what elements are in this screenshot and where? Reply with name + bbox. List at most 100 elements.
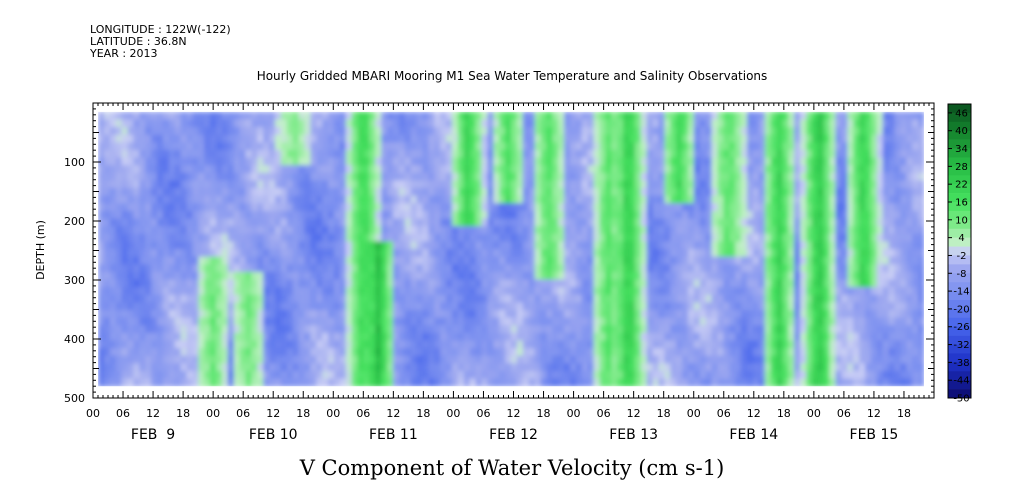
- field-cell: [422, 348, 429, 357]
- field-cell: [275, 249, 282, 258]
- field-cell: [210, 195, 217, 204]
- field-cell: [257, 325, 264, 334]
- field-cell: [310, 294, 317, 303]
- field-cell: [735, 233, 742, 242]
- field-cell: [452, 264, 459, 273]
- field-cell: [888, 370, 896, 380]
- field-cell: [835, 264, 842, 273]
- field-cell: [528, 317, 536, 326]
- field-cell: [198, 119, 205, 128]
- field-cell: [133, 233, 140, 242]
- field-cell: [611, 264, 618, 273]
- field-cell: [493, 363, 500, 372]
- field-cell: [109, 142, 117, 151]
- field-cell: [823, 256, 831, 265]
- field-cell: [393, 348, 400, 357]
- field-cell: [811, 249, 819, 258]
- field-cell: [764, 317, 772, 326]
- field-cell: [634, 340, 642, 349]
- field-cell: [227, 363, 235, 372]
- field-cell: [180, 188, 188, 197]
- field-cell: [841, 195, 848, 204]
- field-cell: [393, 203, 400, 212]
- field-cell: [322, 188, 329, 197]
- field-cell: [446, 325, 453, 334]
- field-cell: [168, 363, 176, 372]
- field-cell: [269, 165, 276, 174]
- field-cell: [664, 149, 671, 159]
- field-cell: [133, 210, 140, 220]
- field-cell: [216, 378, 223, 387]
- field-cell: [546, 348, 553, 357]
- field-cell: [570, 348, 577, 357]
- field-cell: [109, 218, 117, 227]
- field-cell: [729, 332, 736, 342]
- field-cell: [735, 332, 742, 342]
- field-cell: [404, 294, 412, 303]
- field-cell: [900, 363, 907, 372]
- field-cell: [499, 241, 506, 250]
- field-cell: [587, 142, 595, 151]
- field-cell: [216, 233, 223, 242]
- field-cell: [257, 249, 264, 258]
- field-cell: [682, 119, 689, 128]
- field-cell: [534, 370, 542, 380]
- field-cell: [540, 249, 547, 258]
- field-cell: [263, 157, 270, 166]
- field-cell: [121, 271, 129, 281]
- field-cell: [788, 241, 795, 250]
- field-cell: [528, 218, 536, 227]
- field-cell: [546, 119, 553, 128]
- field-cell: [564, 249, 571, 258]
- field-cell: [770, 294, 778, 303]
- field-cell: [511, 218, 518, 227]
- field-cell: [221, 210, 229, 220]
- field-cell: [782, 370, 789, 380]
- field-cell: [251, 271, 258, 281]
- field-cell: [198, 256, 205, 265]
- field-cell: [658, 271, 665, 281]
- field-cell: [263, 134, 270, 143]
- field-cell: [109, 249, 117, 258]
- field-cell: [552, 180, 559, 189]
- field-cell: [735, 249, 742, 258]
- field-cell: [729, 119, 736, 128]
- field-cell: [894, 249, 901, 258]
- field-cell: [493, 309, 500, 319]
- field-cell: [292, 127, 300, 136]
- field-cell: [216, 142, 223, 151]
- field-cell: [481, 172, 488, 182]
- field-cell: [198, 172, 205, 182]
- field-cell: [882, 188, 890, 197]
- field-cell: [204, 363, 211, 372]
- field-cell: [428, 340, 435, 349]
- field-cell: [198, 165, 205, 174]
- field-cell: [859, 111, 866, 121]
- field-cell: [764, 355, 772, 364]
- field-cell: [593, 370, 601, 380]
- field-cell: [634, 195, 642, 204]
- field-cell: [298, 325, 306, 334]
- field-cell: [634, 355, 642, 364]
- field-cell: [752, 294, 760, 303]
- field-cell: [505, 157, 512, 166]
- field-cell: [817, 218, 825, 227]
- field-cell: [752, 233, 760, 242]
- field-cell: [334, 249, 341, 258]
- field-cell: [416, 249, 424, 258]
- field-cell: [239, 111, 247, 121]
- field-cell: [617, 370, 624, 380]
- field-cell: [304, 241, 311, 250]
- field-cell: [204, 309, 211, 319]
- field-cell: [528, 195, 536, 204]
- field-cell: [687, 332, 695, 342]
- field-cell: [516, 249, 524, 258]
- field-cell: [528, 355, 536, 364]
- field-cell: [581, 203, 589, 212]
- field-cell: [345, 294, 353, 303]
- field-cell: [115, 241, 123, 250]
- field-cell: [398, 325, 406, 334]
- field-cell: [334, 378, 341, 387]
- field-cell: [505, 279, 512, 288]
- field-cell: [286, 302, 294, 311]
